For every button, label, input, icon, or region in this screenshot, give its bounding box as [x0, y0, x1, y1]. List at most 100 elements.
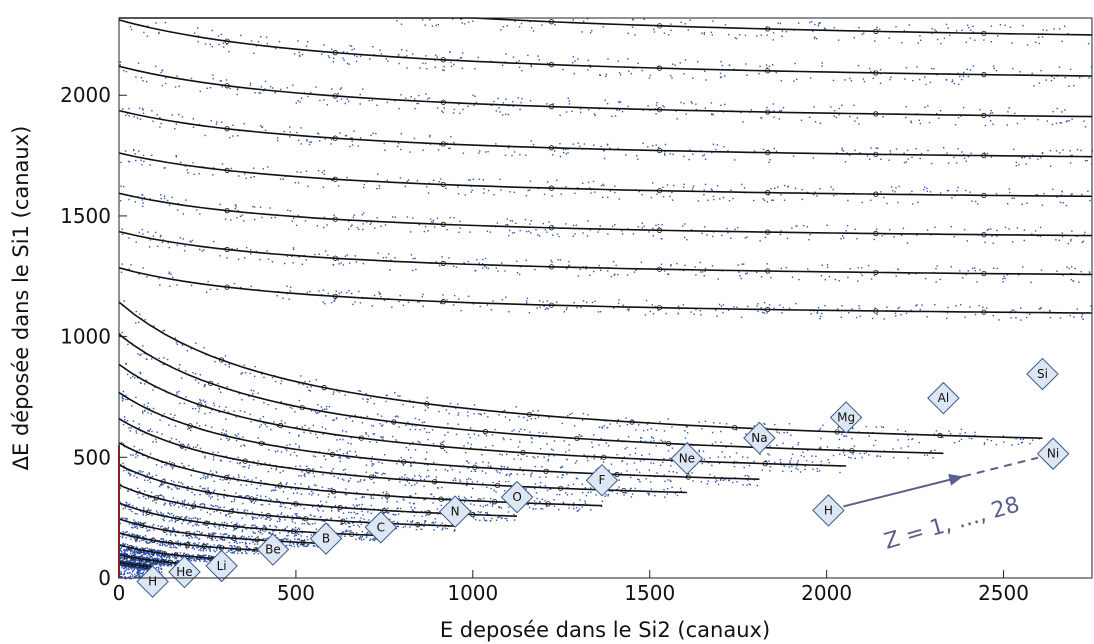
event-dot: [286, 449, 288, 452]
event-dot: [327, 523, 329, 525]
event-dot: [561, 422, 563, 425]
event-dot: [745, 273, 747, 275]
event-dot: [671, 426, 673, 428]
event-dot: [550, 448, 553, 450]
event-dot: [897, 268, 899, 271]
event-dot: [664, 440, 666, 443]
event-dot: [142, 412, 144, 414]
event-dot: [889, 229, 891, 231]
event-dot: [480, 414, 482, 416]
event-dot: [615, 472, 617, 475]
event-dot: [254, 92, 256, 94]
event-dot: [312, 492, 314, 494]
event-dot: [270, 217, 273, 219]
event-dot: [1061, 236, 1064, 238]
event-dot: [261, 373, 263, 375]
event-dot: [645, 478, 647, 480]
event-dot: [125, 363, 127, 365]
event-dot: [518, 430, 520, 433]
event-dot: [263, 376, 265, 379]
event-dot: [213, 490, 215, 493]
event-dot: [713, 198, 715, 201]
event-dot: [280, 401, 282, 403]
event-dot: [152, 235, 155, 237]
event-dot: [530, 475, 532, 478]
event-dot: [873, 238, 875, 241]
event-dot: [279, 520, 281, 522]
event-dot: [191, 486, 193, 488]
event-dot: [385, 394, 387, 397]
event-dot: [911, 438, 913, 441]
event-dot: [215, 547, 218, 550]
event-dot: [237, 526, 239, 529]
event-dot: [133, 475, 135, 477]
event-dot: [163, 504, 165, 506]
event-dot: [628, 309, 630, 312]
event-dot: [298, 434, 300, 436]
event-dot: [946, 189, 949, 192]
event-dot: [191, 537, 193, 539]
event-dot: [467, 415, 469, 417]
event-dot: [310, 432, 312, 434]
event-dot: [258, 515, 260, 517]
event-dot: [552, 103, 554, 105]
event-dot: [568, 449, 570, 451]
event-dot: [559, 155, 562, 158]
event-dot: [260, 424, 262, 426]
event-dot: [385, 256, 387, 259]
event-dot: [253, 390, 255, 392]
event-dot: [151, 525, 154, 527]
event-dot: [222, 539, 224, 541]
event-dot: [525, 302, 528, 304]
event-dot: [436, 217, 439, 219]
event-dot: [294, 411, 296, 413]
event-dot: [773, 147, 775, 150]
event-dot: [228, 366, 230, 368]
event-dot: [593, 458, 595, 460]
event-dot: [300, 97, 303, 99]
event-dot: [1070, 193, 1072, 196]
event-dot: [378, 187, 381, 190]
event-dot: [209, 513, 211, 515]
event-dot: [243, 220, 245, 222]
event-dot: [127, 160, 130, 163]
event-dot: [718, 303, 721, 306]
event-dot: [983, 442, 986, 444]
event-dot: [584, 500, 586, 502]
event-dot: [210, 493, 212, 495]
event-dot: [229, 136, 231, 139]
event-dot: [670, 465, 672, 467]
event-dot: [124, 505, 126, 508]
event-dot: [244, 524, 246, 526]
event-dot: [195, 524, 197, 526]
event-dot: [822, 424, 824, 426]
event-dot: [172, 276, 174, 278]
event-dot: [790, 457, 793, 460]
event-dot: [250, 528, 252, 530]
event-dot: [251, 535, 253, 538]
event-dot: [916, 304, 918, 306]
event-dot: [296, 516, 298, 518]
event-dot: [869, 158, 871, 160]
event-dot: [472, 517, 475, 519]
event-dot: [249, 537, 252, 540]
event-dot: [121, 561, 123, 563]
event-dot: [152, 475, 154, 478]
event-dot: [146, 406, 149, 408]
event-dot: [344, 394, 346, 396]
event-dot: [190, 348, 192, 350]
event-dot: [1020, 319, 1022, 321]
event-dot: [134, 539, 137, 542]
event-dot: [764, 236, 767, 239]
event-dot: [145, 564, 148, 566]
event-dot: [851, 437, 853, 440]
event-dot: [304, 475, 306, 478]
event-dot: [701, 232, 703, 234]
event-dot: [1029, 443, 1031, 445]
event-dot: [698, 449, 700, 451]
event-dot: [245, 177, 247, 179]
event-dot: [149, 478, 151, 480]
event-dot: [651, 436, 653, 438]
event-dot: [788, 466, 790, 468]
event-dot: [167, 526, 170, 528]
